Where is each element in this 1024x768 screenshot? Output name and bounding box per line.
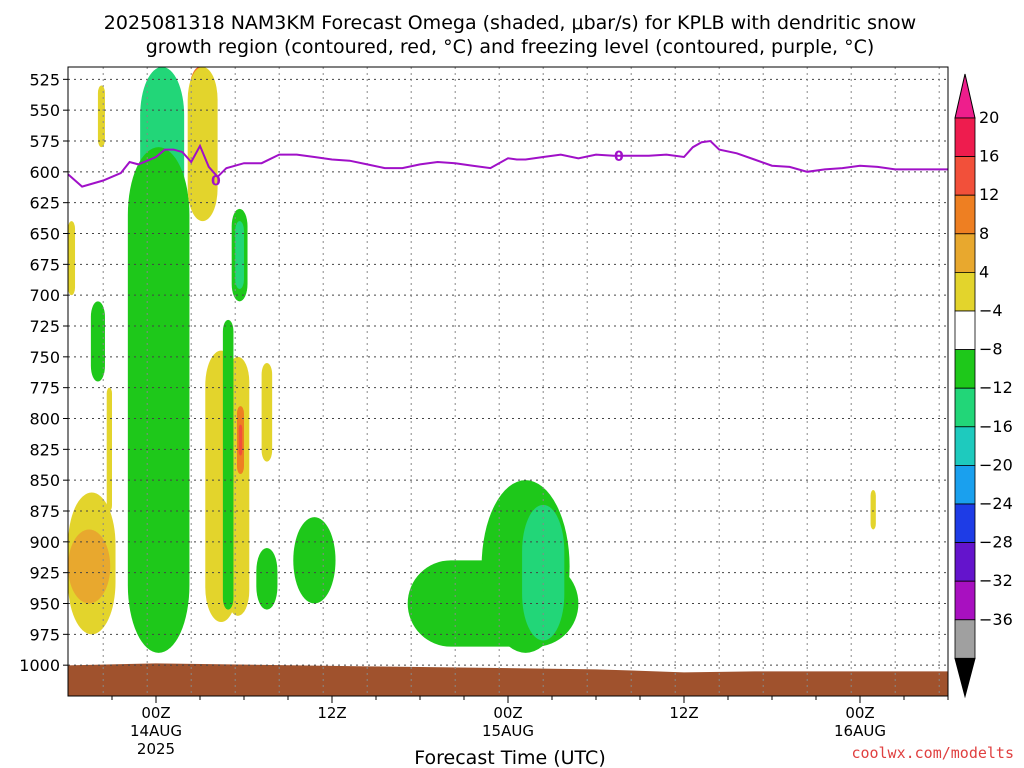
colorbar-swatch	[954, 271, 976, 312]
x-axis-label: Forecast Time (UTC)	[414, 747, 605, 768]
omega-region-11	[90, 301, 105, 382]
chart-title-line-1: 2025081318 NAM3KM Forecast Omega (shaded…	[104, 12, 916, 34]
freezing-level-label: 0	[211, 173, 221, 189]
colorbar-top-arrow	[954, 73, 976, 119]
y-tick-label: 725	[29, 317, 60, 336]
y-tick-label: 1000	[19, 656, 60, 675]
colorbar-swatch	[954, 156, 976, 196]
x-tick-label: 00Z	[845, 704, 874, 722]
omega-region-5	[127, 147, 190, 653]
omega-region-20	[261, 363, 273, 462]
y-tick-label: 675	[29, 255, 60, 274]
x-tick-label: 12Z	[317, 704, 346, 722]
colorbar-swatch	[954, 619, 976, 659]
colorbar-swatch	[954, 542, 976, 582]
omega-region-21	[256, 548, 278, 610]
colorbar-swatch	[954, 233, 976, 273]
ground-surface	[68, 663, 948, 696]
y-tick-label: 850	[29, 471, 60, 490]
y-tick-label: 775	[29, 379, 60, 398]
colorbar-label: −28	[979, 533, 1013, 552]
colorbar-swatch	[954, 464, 976, 505]
colorbar-label: −36	[979, 610, 1013, 629]
colorbar-label: 12	[979, 185, 999, 204]
chart-title-line-2: growth region (contoured, red, °C) and f…	[146, 36, 875, 58]
freezing-level-contour: 00	[67, 139, 948, 189]
omega-region-8	[187, 67, 218, 222]
colorbar-label: −24	[979, 494, 1013, 513]
x-tick-label: 00Z	[141, 704, 170, 722]
omega-region-14	[68, 221, 76, 296]
colorbar-label: −20	[979, 455, 1013, 474]
grid-lines	[68, 67, 948, 696]
omega-region-10	[235, 221, 244, 289]
y-tick-label: 600	[29, 163, 60, 182]
y-tick-label: 800	[29, 410, 60, 429]
colorbar-label: 4	[979, 262, 989, 281]
omega-region-19	[222, 319, 234, 610]
y-tick-label: 625	[29, 194, 60, 213]
colorbar-swatch	[954, 503, 976, 543]
colorbar-bottom-arrow	[954, 657, 976, 699]
omega-region-24	[68, 529, 111, 604]
x-tick-year: 2025	[137, 740, 175, 758]
colorbar-swatch	[954, 310, 976, 350]
omega-region-18	[238, 424, 243, 456]
y-tick-label: 975	[29, 625, 60, 644]
colorbar-label: −4	[979, 301, 1003, 320]
colorbar-label: −8	[979, 340, 1003, 359]
colorbar-swatch	[954, 426, 976, 466]
omega-region-28	[870, 490, 876, 530]
y-tick-label: 550	[29, 101, 60, 120]
omega-region-13	[97, 85, 105, 148]
x-tick-date: 15AUG	[482, 722, 534, 740]
y-tick-label: 525	[29, 70, 60, 89]
colorbar-legend: 20 16 12 8 4 −4 −8 −12 −16 −20 −24 −28 −32 −36	[954, 73, 1013, 699]
colorbar-swatch	[954, 349, 976, 389]
omega-shading	[68, 67, 876, 653]
colorbar-swatch	[954, 387, 976, 428]
y-tick-label: 925	[29, 564, 60, 583]
y-tick-label: 650	[29, 225, 60, 244]
colorbar-label: −32	[979, 571, 1013, 590]
colorbar-swatch	[954, 580, 976, 621]
x-tick-label: 00Z	[493, 704, 522, 722]
colorbar-label: 8	[979, 224, 989, 243]
colorbar-label: −12	[979, 378, 1013, 397]
y-tick-label: 900	[29, 533, 60, 552]
ground-fill	[68, 663, 948, 696]
credit-text: coolwx.com/modelts	[851, 744, 1014, 762]
freezing-level-line	[67, 139, 948, 188]
omega-region-22	[293, 517, 336, 604]
colorbar-swatch	[954, 194, 976, 235]
y-tick-label: 575	[29, 132, 60, 151]
colorbar-swatch	[954, 117, 976, 157]
colorbar-label: −16	[979, 417, 1013, 436]
y-tick-label: 950	[29, 595, 60, 614]
y-tick-label: 700	[29, 286, 60, 305]
y-axis-pressure: 525 550 575 600 625 650 675 700 725 750 775 800 825 8…	[19, 70, 68, 675]
colorbar-label: 20	[979, 108, 999, 127]
y-tick-label: 825	[29, 440, 60, 459]
x-tick-date: 14AUG	[130, 722, 182, 740]
x-tick-label: 12Z	[669, 704, 698, 722]
y-tick-label: 875	[29, 502, 60, 521]
x-tick-date: 16AUG	[834, 722, 886, 740]
y-tick-label: 750	[29, 348, 60, 367]
freezing-level-label: 0	[614, 149, 624, 165]
colorbar-label: 16	[979, 147, 999, 166]
